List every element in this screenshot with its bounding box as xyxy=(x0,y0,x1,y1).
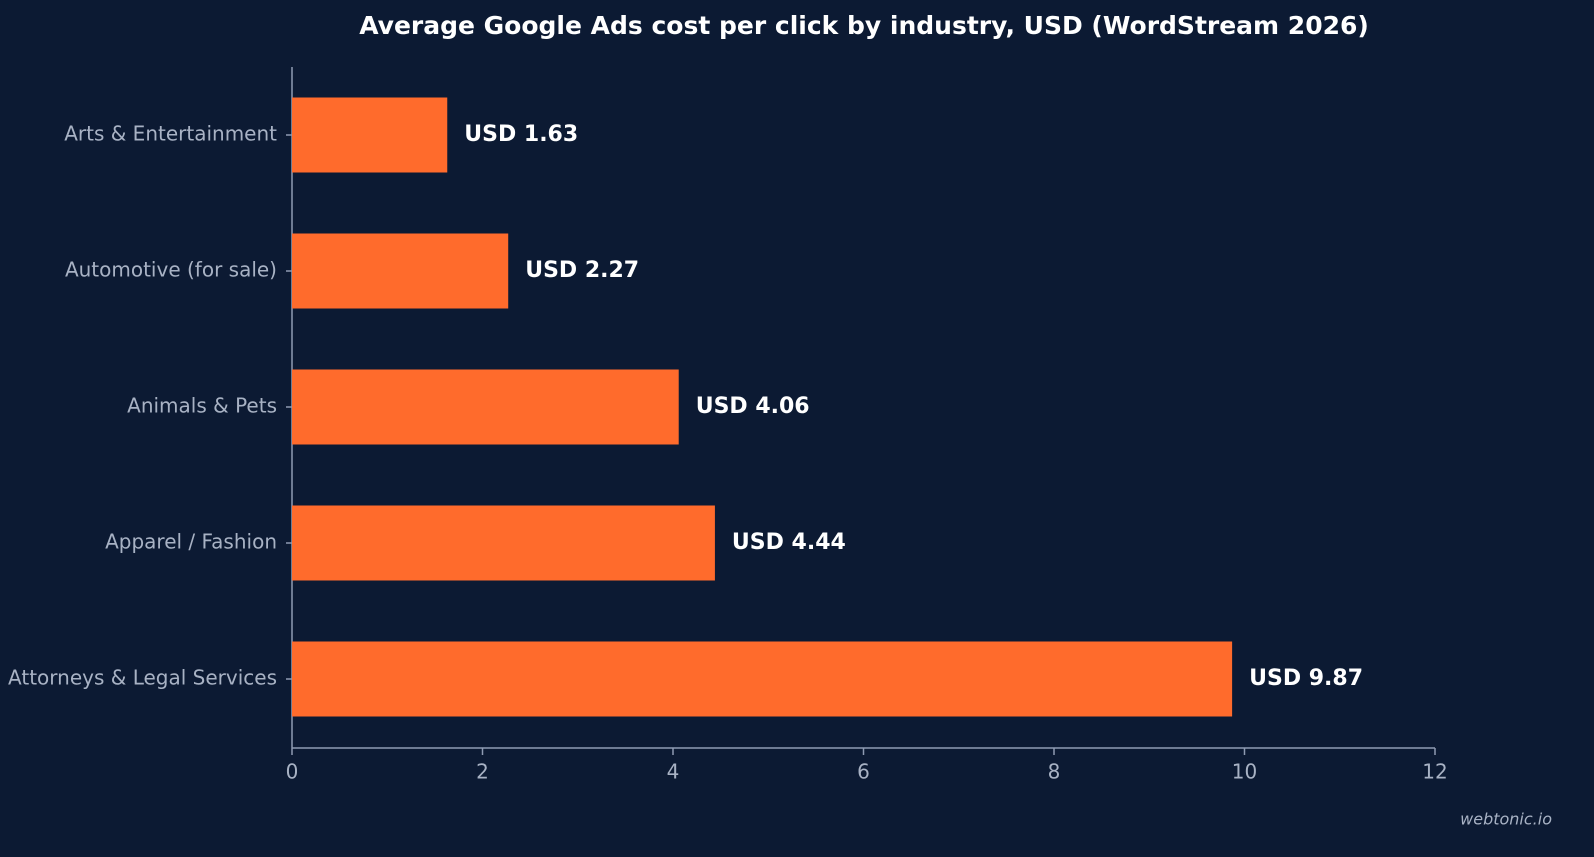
credit: webtonic.io xyxy=(1460,810,1552,829)
bar xyxy=(292,233,509,309)
x-tick-label: 8 xyxy=(1048,760,1061,784)
bar xyxy=(292,641,1233,717)
x-tick-label: 4 xyxy=(667,760,680,784)
y-tick-label: Arts & Entertainment xyxy=(64,122,277,146)
chart-title: Average Google Ads cost per click by ind… xyxy=(359,11,1369,40)
bar xyxy=(292,97,448,173)
bar xyxy=(292,369,679,445)
x-tick-label: 6 xyxy=(857,760,870,784)
value-label: USD 2.27 xyxy=(525,258,639,283)
y-tick-label: Apparel / Fashion xyxy=(105,530,277,554)
x-tick-label: 12 xyxy=(1422,760,1447,784)
value-label: USD 4.44 xyxy=(732,530,846,555)
x-tick-label: 2 xyxy=(476,760,489,784)
value-label: USD 1.63 xyxy=(464,122,578,147)
bar xyxy=(292,505,715,581)
y-tick-label: Automotive (for sale) xyxy=(65,258,277,282)
y-tick-label: Animals & Pets xyxy=(127,394,277,418)
value-label: USD 4.06 xyxy=(696,394,810,419)
x-tick-label: 10 xyxy=(1232,760,1257,784)
x-tick-label: 0 xyxy=(286,760,299,784)
value-label: USD 9.87 xyxy=(1249,666,1363,691)
y-tick-label: Attorneys & Legal Services xyxy=(8,666,277,690)
